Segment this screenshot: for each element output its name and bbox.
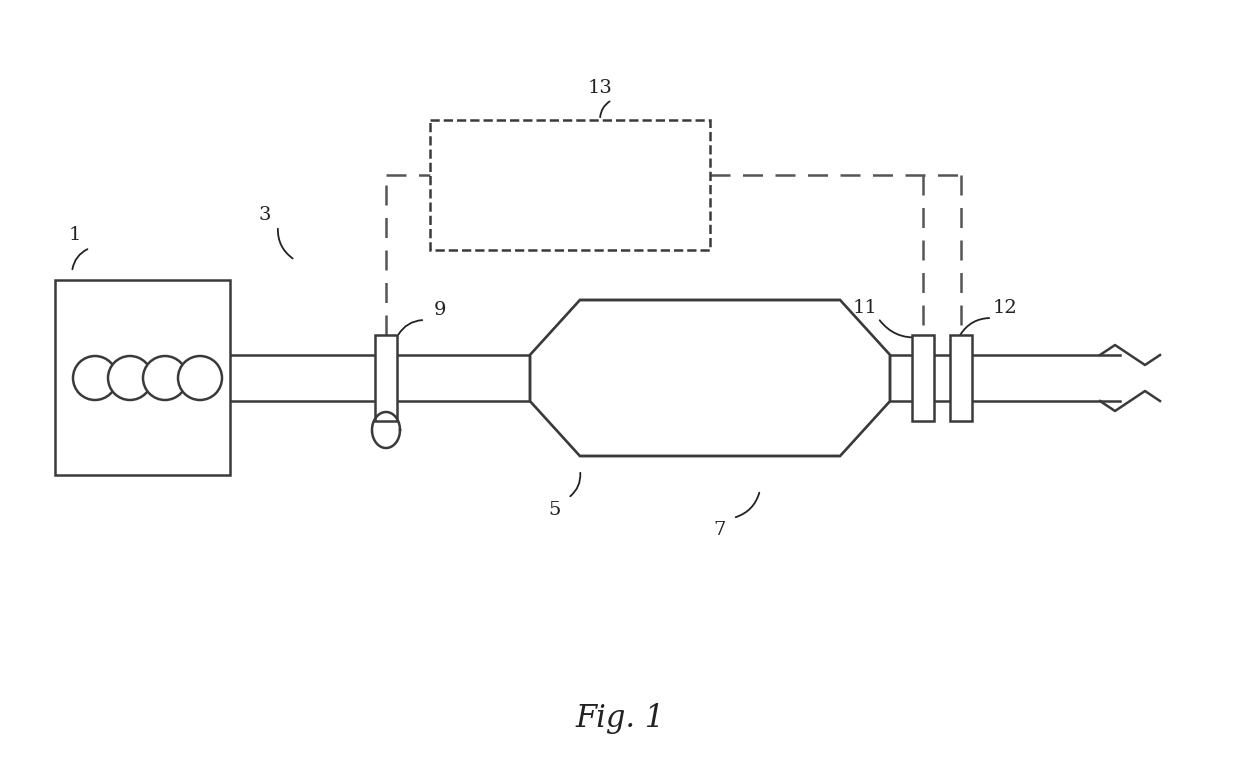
Polygon shape	[430, 120, 711, 250]
Text: 3: 3	[259, 206, 272, 224]
Polygon shape	[911, 335, 934, 421]
Polygon shape	[839, 401, 890, 456]
Polygon shape	[529, 401, 580, 456]
Circle shape	[143, 356, 187, 400]
Polygon shape	[529, 300, 580, 355]
Circle shape	[179, 356, 222, 400]
Text: Fig. 1: Fig. 1	[575, 703, 665, 735]
Circle shape	[73, 356, 117, 400]
Text: 12: 12	[993, 299, 1017, 317]
Polygon shape	[529, 300, 890, 456]
Text: 11: 11	[853, 299, 878, 317]
Text: 7: 7	[714, 521, 727, 539]
Polygon shape	[839, 300, 890, 355]
Text: 1: 1	[68, 226, 81, 244]
Polygon shape	[374, 335, 397, 421]
Polygon shape	[950, 335, 972, 421]
Polygon shape	[55, 280, 229, 475]
Text: 5: 5	[549, 501, 562, 519]
Text: 13: 13	[588, 79, 613, 97]
Circle shape	[108, 356, 153, 400]
Text: 9: 9	[434, 301, 446, 319]
